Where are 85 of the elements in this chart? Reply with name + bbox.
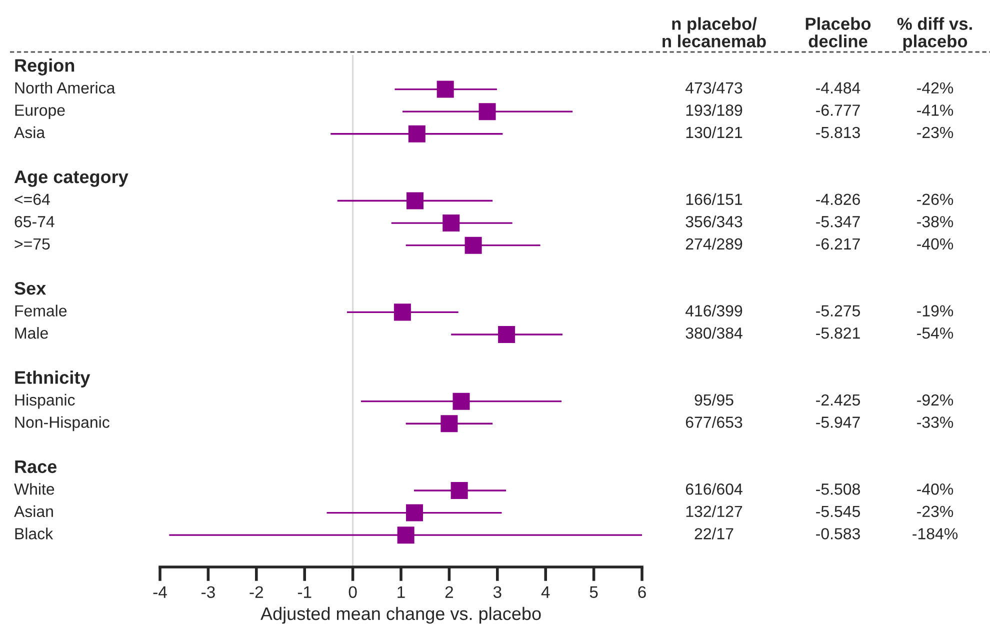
x-tick-label: -4 [153,586,167,598]
text: -5.508 [816,483,860,495]
text: 473/473 [686,82,742,94]
text: 380/384 [686,327,742,339]
x-tick-label: -2 [250,586,263,598]
text: -26% [917,194,954,206]
x-tick-label: 3 [493,586,502,598]
text: 130/121 [686,126,742,138]
y-tick-label: Region [15,58,74,76]
point [408,125,426,142]
x-tick-label: 6 [638,586,646,598]
text: -40% [917,483,954,495]
text: 274/289 [686,238,742,250]
y-tick-label: Age category [14,170,128,187]
text: 95/95 [694,394,734,406]
text: -40% [917,238,954,250]
text: 677/653 [686,416,742,428]
text: 132/127 [686,505,742,518]
point [478,103,496,120]
text: 416/399 [686,304,742,316]
y-tick-label: Hispanic [15,394,75,409]
text: -5.813 [816,126,860,138]
text: -5.347 [816,216,860,228]
x-tick-label: 0 [348,586,357,598]
text: -23% [917,506,954,518]
text: -184% [912,528,958,540]
point [440,415,458,432]
point [452,392,470,410]
text: % diff vs. placebo [897,17,972,51]
text: -5.947 [816,416,860,428]
text: n placebo/ n lecanemab [662,17,766,48]
text: -2.425 [816,394,860,406]
text: -54% [917,328,954,339]
text: -5.275 [816,305,860,316]
text: -33% [917,416,954,428]
text: -4.484 [816,82,860,94]
point [436,80,454,98]
x-tick-label: 4 [541,586,550,598]
text: -4.826 [816,194,860,206]
text: 193/189 [686,104,742,116]
text: 166/151 [686,193,742,206]
y-tick-label: North America [15,82,116,94]
x-tick-label: 5 [590,586,598,598]
y-tick-label: Female [15,304,67,316]
y-tick-label: Europe [15,104,65,120]
point [406,192,424,210]
text: -0.583 [816,528,860,540]
text: -42% [917,82,954,94]
y-tick-label: Race [15,460,57,474]
x-tick-label: -1 [298,586,312,598]
y-tick-label: Male [15,327,48,339]
y-tick-label: Sex [14,282,46,295]
x-axis-title: Adjusted mean change vs. placebo [260,606,541,624]
y-tick-label: White [14,483,54,495]
text: 356/343 [686,216,742,228]
text: -23% [917,126,954,138]
point [442,214,460,232]
text: -6.217 [816,238,860,250]
x-tick-label: 2 [445,586,453,598]
y-tick-label: Asian [14,505,53,518]
text: -6.777 [816,104,860,116]
text: -92% [917,394,954,406]
x-tick-label: -3 [202,586,215,598]
point [450,482,468,500]
text: -5.821 [816,327,860,339]
point [498,326,516,343]
y-tick-label: >=75 [14,238,50,250]
text: -5.545 [816,506,860,518]
point [397,526,414,544]
y-tick-label: Asia [14,126,46,138]
x-tick-label: 1 [398,586,405,598]
text: -19% [917,305,954,316]
y-tick-label: <=64 [14,194,50,206]
text: 616/604 [686,483,742,495]
text: Placebo decline [806,17,871,48]
point [406,504,423,522]
text: -41% [917,104,954,116]
y-tick-label: Non-Hispanic [15,416,110,432]
y-tick-label: Black [15,528,54,540]
text: -38% [917,216,954,228]
point [394,304,411,321]
text: 22/17 [694,528,734,540]
y-tick-label: 65-74 [14,216,54,228]
y-tick-label: Ethnicity [15,370,90,388]
point [464,236,482,254]
